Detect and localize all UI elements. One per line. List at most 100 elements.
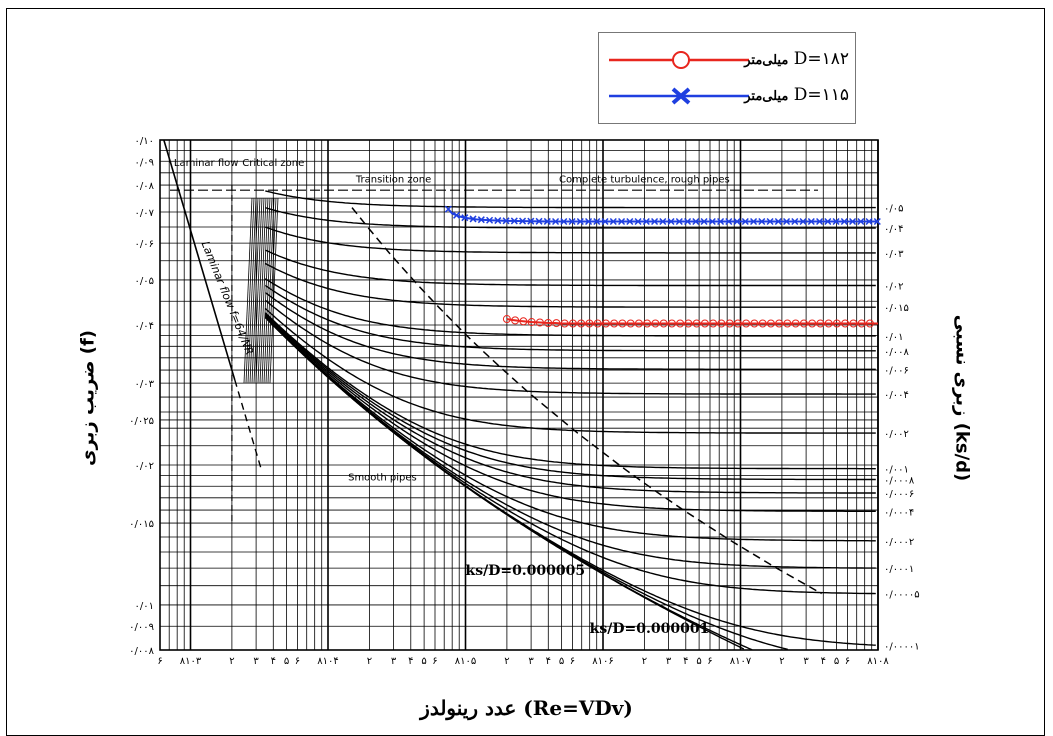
series-marker-circle [634,319,643,328]
series-marker-circle [585,319,594,328]
series-marker-x [708,217,716,225]
series-marker-circle [725,319,734,328]
series-marker-x [609,217,617,225]
series-marker-x [865,217,873,225]
series-marker-circle [857,319,866,328]
series-marker-x [873,217,881,225]
series-marker-x [510,217,518,225]
legend-label-182: D=۱۸۲ میلی‌متر [744,49,849,69]
series-marker-x [626,217,634,225]
series-marker-x [832,217,840,225]
series-marker-circle [808,319,817,328]
series-marker-x [593,217,601,225]
series-marker-circle [849,319,858,328]
legend-item-115: D=۱۱۵ میلی‌متر [599,81,857,111]
y-tick-label: ۰/۰۱۵ [129,519,154,530]
turbulence-curve [264,292,876,370]
x-tick-label: ۳ [253,656,259,667]
series-marker-x [840,217,848,225]
roughness-label: ۰/۰۰۰۰۱ [884,641,920,652]
series-marker-x [585,217,593,225]
series-marker-circle [519,317,528,326]
roughness-label: ۰/۰۰۰۰۵ [884,590,920,601]
annotation-transition: Transition zone [355,175,431,186]
series-marker-x [651,217,659,225]
series-marker-circle [766,319,775,328]
x-tick-label: ۶ [157,656,162,667]
x-tick-label: ۶ [707,656,712,667]
series-marker-circle [502,315,511,324]
series-marker-x [444,205,452,213]
series-marker-circle [684,319,693,328]
turbulence-curve [264,262,876,308]
x-axis-label: عدد رینولدز (Re=VDv) [420,696,633,720]
series-marker-circle [667,319,676,328]
x-tick-label: ۳ [803,656,809,667]
x-tick-label: ۶ [432,656,437,667]
x-tick-label: ۲ [367,656,372,667]
roughness-label: ۰/۰۰۶ [884,365,909,376]
turbulence-curve [265,249,876,287]
series-marker-x [659,217,667,225]
series-marker-x [774,217,782,225]
series-marker-x [469,215,477,223]
series-marker-circle [799,319,808,328]
series-marker-x [766,217,774,225]
y-tick-label: ۰/۰۴ [135,321,154,332]
turbulence-curve [265,190,876,209]
turbulence-curve [264,313,876,481]
critical-zone-hatch [267,198,277,384]
turbulence-curve [264,316,876,542]
series-marker-circle [709,319,718,328]
series-marker-circle [700,319,709,328]
roughness-label: ۰/۰۱۵ [884,303,909,314]
x-tick-label: ۸۱۰۶ [592,656,613,667]
annotation-smooth: Smooth pipes [348,473,417,484]
annotation-ks2: ks/D=0.000001 [590,621,710,637]
turbulence-curve [264,315,876,512]
y-tick-label: ۰/۰۶ [135,239,154,250]
series-marker-x [486,216,494,224]
x-tick-label: ۲ [229,656,234,667]
series-marker-circle [717,319,726,328]
legend: D=۱۸۲ میلی‌متر D=۱۱۵ میلی‌متر [598,32,856,124]
legend-marker-x [609,87,749,105]
critical-zone-hatch [253,198,263,384]
series-marker-x [560,217,568,225]
series-marker-x [642,217,650,225]
y-axis-label-left: ضریب زبری (f) [77,329,99,467]
series-marker-circle [651,319,660,328]
y-tick-label: ۰/۰۵ [135,276,154,287]
series-marker-x [519,217,527,225]
y-tick-label: ۰/۰۷ [135,208,155,219]
series-marker-x [477,216,485,224]
x-tick-label: ۴ [683,656,688,667]
x-tick-label: ۴ [546,656,551,667]
series-marker-x [799,217,807,225]
turbulence-curve [264,312,876,470]
roughness-label: ۰/۰۰۰۶ [884,489,914,500]
series-marker-circle [783,319,792,328]
annotation-complete: Complete turbulence, rough pipes [559,175,730,186]
x-tick-label: ۸۱۰۴ [317,656,338,667]
y-tick-label: ۰/۰۹ [135,157,154,168]
x-tick-label: ۸۱۰۵ [455,656,476,667]
critical-zone-hatch [261,198,271,384]
y-tick-label: ۰/۰۸ [135,181,155,192]
series-marker-x [692,217,700,225]
series-marker-x [667,217,675,225]
series-marker-circle [865,319,874,328]
series-marker-x [502,217,510,225]
series-marker-x [725,217,733,225]
series-marker-x [824,217,832,225]
series-marker-x [552,217,560,225]
x-tick-label: ۲ [779,656,784,667]
x-tick-label: ۵ [284,656,289,667]
y-tick-label: ۰/۰۱ [135,601,154,612]
critical-zone-hatch [249,198,259,384]
x-tick-label: ۸۱۰۸ [867,656,889,667]
series-marker-x [684,217,692,225]
series-marker-x [535,217,543,225]
turbulence-curve [264,316,745,650]
series-marker-circle [733,319,742,328]
